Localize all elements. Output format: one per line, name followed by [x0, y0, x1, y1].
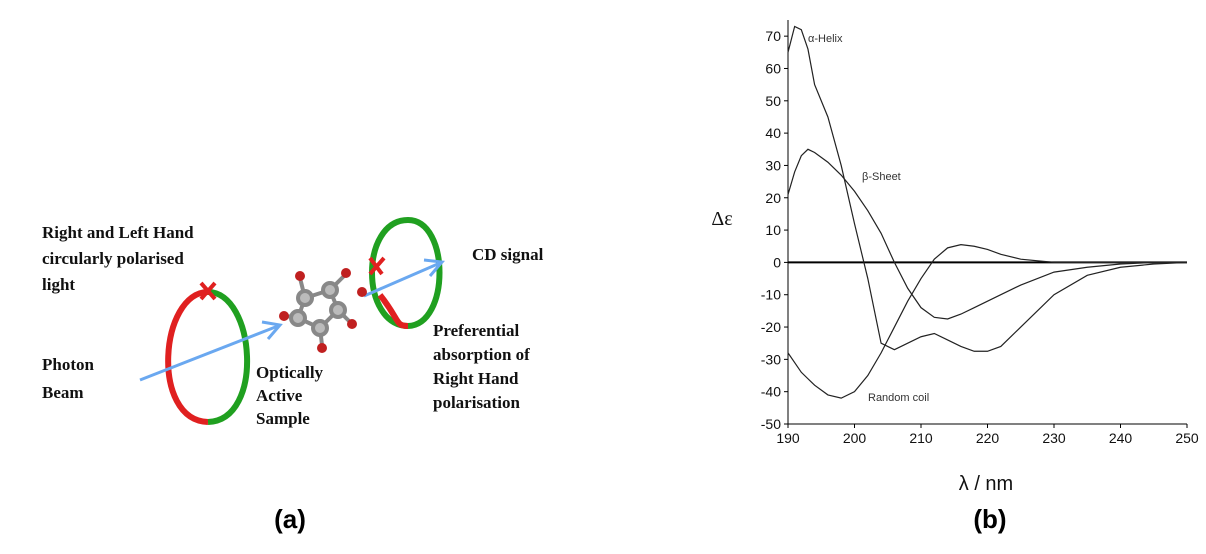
y-tick-label: -40: [761, 384, 781, 400]
series-line: [787, 244, 1187, 399]
signal-label: CD signal: [472, 245, 544, 264]
x-tick-label: 230: [1042, 430, 1066, 446]
y-tick-label: -10: [761, 287, 781, 303]
diagram-label: Beam: [42, 383, 84, 402]
x-tick-label: 190: [776, 430, 800, 446]
x-tick-label: 210: [909, 430, 933, 446]
diagram-label: Right Hand: [433, 369, 519, 388]
diagram-label: Active: [256, 386, 303, 405]
diagram-label: Right and Left Hand: [42, 223, 194, 242]
y-tick-label: 20: [765, 190, 781, 206]
y-tick-label: 60: [765, 60, 781, 76]
series-line: [787, 25, 1188, 352]
diagram-label: absorption of: [433, 345, 530, 364]
left-ellipse-red: [165, 289, 209, 425]
panel-label: (a): [274, 504, 306, 534]
series-label: β-Sheet: [862, 171, 901, 183]
cross: [368, 256, 386, 276]
arrow-head: [261, 320, 283, 340]
right-ellipse-red: [377, 293, 409, 329]
y-tick-label: -30: [761, 351, 781, 367]
diagram-label: polarisation: [433, 393, 520, 412]
arrow-head: [423, 258, 445, 277]
cross: [199, 281, 217, 301]
molecule: [279, 268, 367, 353]
y-tick-label: 40: [765, 125, 781, 141]
panel-label: (b): [973, 504, 1006, 534]
diagram-label: Preferential: [433, 321, 519, 340]
series-line: [787, 148, 1187, 320]
y-tick-label: 50: [765, 93, 781, 109]
x-axis-label: λ / nm: [959, 473, 1013, 495]
diagram-label: light: [42, 275, 75, 294]
y-tick-label: -50: [761, 416, 781, 432]
series-label: α-Helix: [808, 33, 843, 45]
y-tick-label: 30: [765, 157, 781, 173]
y-tick-label: 0: [773, 254, 781, 270]
diagram-label: circularly polarised: [42, 249, 184, 268]
y-tick-label: 10: [765, 222, 781, 238]
left-ellipse-green: [207, 289, 250, 425]
series-label: Random coil: [868, 392, 929, 404]
y-axis-label: Δε: [711, 208, 732, 230]
x-tick-label: 250: [1175, 430, 1199, 446]
y-tick-label: -20: [761, 319, 781, 335]
x-tick-label: 200: [843, 430, 867, 446]
diagram-label: Optically: [256, 363, 324, 382]
y-tick-label: 70: [765, 28, 781, 44]
x-tick-label: 240: [1109, 430, 1133, 446]
diagram-shapes: [139, 217, 445, 425]
beam-arrow: [139, 324, 279, 382]
x-tick-label: 220: [976, 430, 1000, 446]
signal-arrow: [363, 261, 441, 298]
right-ellipse-green2: [407, 217, 443, 329]
diagram-label: Sample: [256, 409, 310, 428]
diagram-label: Photon: [42, 355, 95, 374]
